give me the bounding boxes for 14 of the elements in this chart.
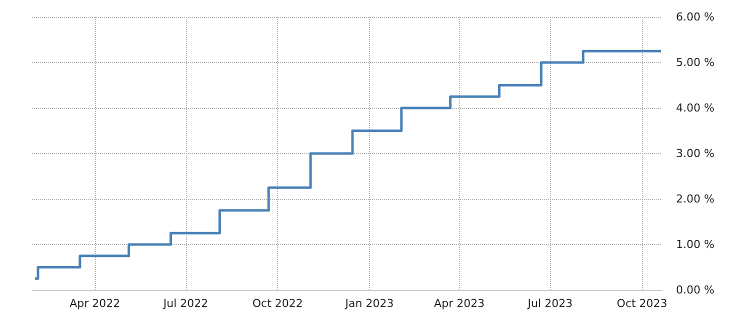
x-tick-label: Oct 2022 xyxy=(252,297,303,310)
y-tick-label: 3.00 % xyxy=(676,147,714,160)
x-tick-label: Jan 2023 xyxy=(344,297,394,310)
y-tick-label: 1.00 % xyxy=(676,238,714,251)
x-tick-label: Oct 2023 xyxy=(616,297,668,310)
y-tick-label: 4.00 % xyxy=(676,102,714,114)
y-tick-label: 2.00 % xyxy=(676,192,714,206)
y-tick-label: 6.00 % xyxy=(676,10,714,24)
x-tick-label: Apr 2023 xyxy=(434,297,485,310)
x-tick-label: Jul 2023 xyxy=(526,297,573,310)
x-tick-label: Jul 2022 xyxy=(162,297,208,310)
y-tick-label: 5.00 % xyxy=(676,56,714,69)
x-tick-label: Apr 2022 xyxy=(70,297,120,310)
y-tick-label: 0.00 % xyxy=(676,284,714,296)
